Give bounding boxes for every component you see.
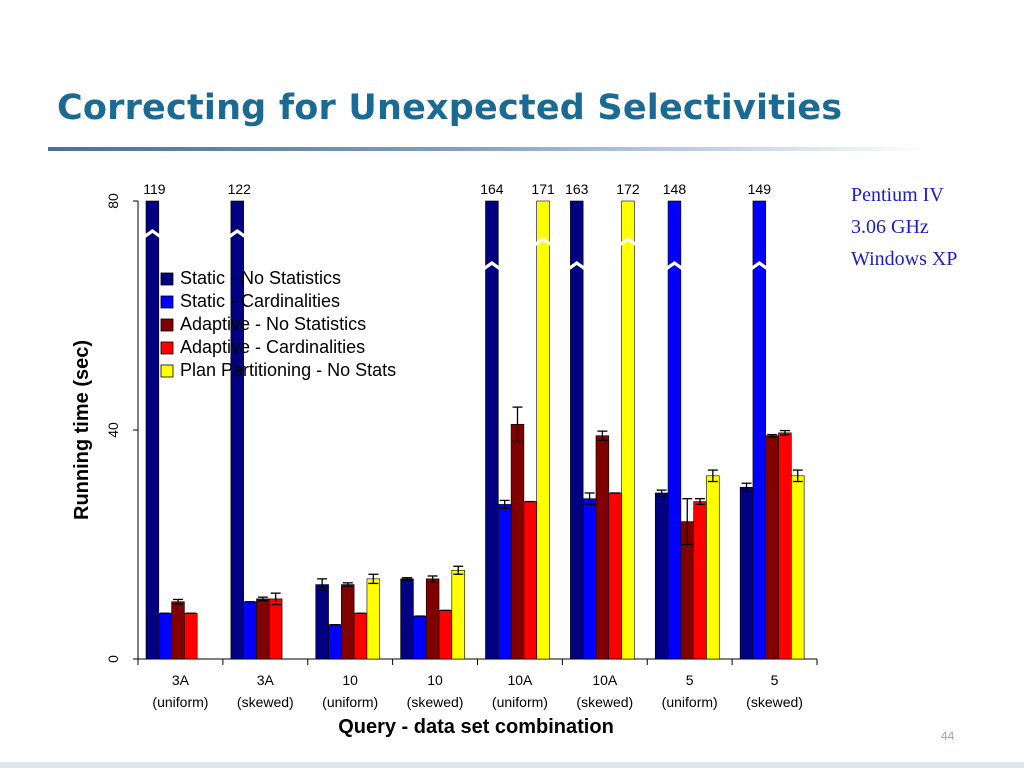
bar xyxy=(752,200,767,660)
bar xyxy=(328,624,342,660)
bar xyxy=(485,200,499,660)
hardware-note-cpu: Pentium IV xyxy=(851,184,944,206)
slide-title: Correcting for Unexpected Selectivities xyxy=(57,88,843,128)
bar xyxy=(497,504,512,660)
bar xyxy=(595,435,610,660)
bar-value-label: 119 xyxy=(143,181,166,197)
bar xyxy=(536,200,550,660)
bar xyxy=(400,578,414,660)
bar xyxy=(706,475,720,660)
bar xyxy=(765,435,779,660)
bar xyxy=(171,601,185,660)
legend-swatch xyxy=(160,364,174,378)
axis-break-marker xyxy=(619,237,637,247)
bar xyxy=(582,498,597,660)
x-tick-sublabel: (skewed) xyxy=(576,694,633,710)
x-axis-title: Query - data set combination xyxy=(338,716,614,738)
bar-value-label: 149 xyxy=(748,181,772,197)
legend-swatch xyxy=(160,318,174,332)
x-tick-sublabel: (skewed) xyxy=(746,694,803,710)
bar xyxy=(268,598,283,660)
bar xyxy=(451,569,465,660)
bar xyxy=(608,492,622,660)
bar-value-label: 172 xyxy=(616,181,640,197)
axis-break-marker xyxy=(534,237,552,247)
bar-value-label: 163 xyxy=(565,181,589,197)
axis-break-marker xyxy=(750,261,768,271)
bar xyxy=(315,584,329,660)
bar xyxy=(145,200,160,660)
bar xyxy=(778,432,792,660)
bar xyxy=(230,200,244,660)
bar xyxy=(523,501,538,660)
legend-entry: Adaptive - No Statistics xyxy=(180,314,366,334)
footer-band xyxy=(0,762,1024,768)
y-axis-title: Running time (sec) xyxy=(71,340,93,520)
bar xyxy=(158,612,172,660)
legend-entry: Plan Partitioning - No Stats xyxy=(180,360,396,380)
axis-break-marker xyxy=(483,261,501,271)
x-tick-label: 10 xyxy=(427,672,443,688)
axis-break-marker xyxy=(144,229,161,239)
y-tick-label: 40 xyxy=(105,422,121,438)
bar xyxy=(184,612,198,660)
legend-entry: Adaptive - Cardinalities xyxy=(180,337,365,357)
bar-value-label: 148 xyxy=(663,181,687,197)
title-underline xyxy=(48,147,928,151)
x-tick-label: 5 xyxy=(771,672,779,688)
legend-swatch xyxy=(160,272,174,286)
legend: Static - No Statistics Static - Cardinali… xyxy=(160,268,396,380)
x-tick-sublabel: (uniform) xyxy=(492,694,548,710)
bar xyxy=(570,200,584,660)
bar-value-label: 122 xyxy=(228,181,252,197)
legend-entry: Static - Cardinalities xyxy=(180,291,340,311)
legend-swatch xyxy=(160,341,174,355)
bar xyxy=(353,612,368,660)
x-tick-sublabel: (uniform) xyxy=(322,694,378,710)
y-tick-label: 80 xyxy=(105,193,121,209)
x-tick-label: 10A xyxy=(507,672,533,688)
x-tick-label: 10 xyxy=(342,672,358,688)
bar xyxy=(413,615,427,660)
bar xyxy=(366,578,381,660)
legend-entry: Static - No Statistics xyxy=(180,268,341,288)
hardware-note-os: Windows XP xyxy=(851,248,958,270)
bar xyxy=(425,578,440,660)
bar-value-label: 164 xyxy=(480,181,504,197)
bar xyxy=(341,584,355,660)
bar xyxy=(654,492,669,660)
x-tick-label: 3A xyxy=(257,672,275,688)
bar xyxy=(243,601,257,660)
x-tick-label: 10A xyxy=(592,672,618,688)
bar xyxy=(791,475,805,660)
hardware-note-clock: 3.06 GHz xyxy=(851,216,929,238)
bar xyxy=(667,200,682,660)
bar xyxy=(510,423,525,660)
axis-break-marker xyxy=(666,261,683,271)
page-number: 44 xyxy=(941,729,955,743)
x-tick-sublabel: (uniform) xyxy=(152,694,208,710)
y-tick-label: 0 xyxy=(105,655,121,663)
bar xyxy=(693,501,707,660)
bar-value-label: 171 xyxy=(531,181,555,197)
x-tick-label: 3A xyxy=(172,672,190,688)
bar xyxy=(621,200,635,660)
x-tick-label: 5 xyxy=(686,672,694,688)
bar xyxy=(438,610,453,660)
bar xyxy=(739,486,754,660)
axis-break-marker xyxy=(228,229,246,239)
bar xyxy=(256,598,270,660)
x-tick-sublabel: (skewed) xyxy=(237,694,294,710)
legend-swatch xyxy=(160,295,174,309)
axis-break-marker xyxy=(568,261,586,271)
x-tick-sublabel: (uniform) xyxy=(662,694,718,710)
x-tick-sublabel: (skewed) xyxy=(407,694,464,710)
